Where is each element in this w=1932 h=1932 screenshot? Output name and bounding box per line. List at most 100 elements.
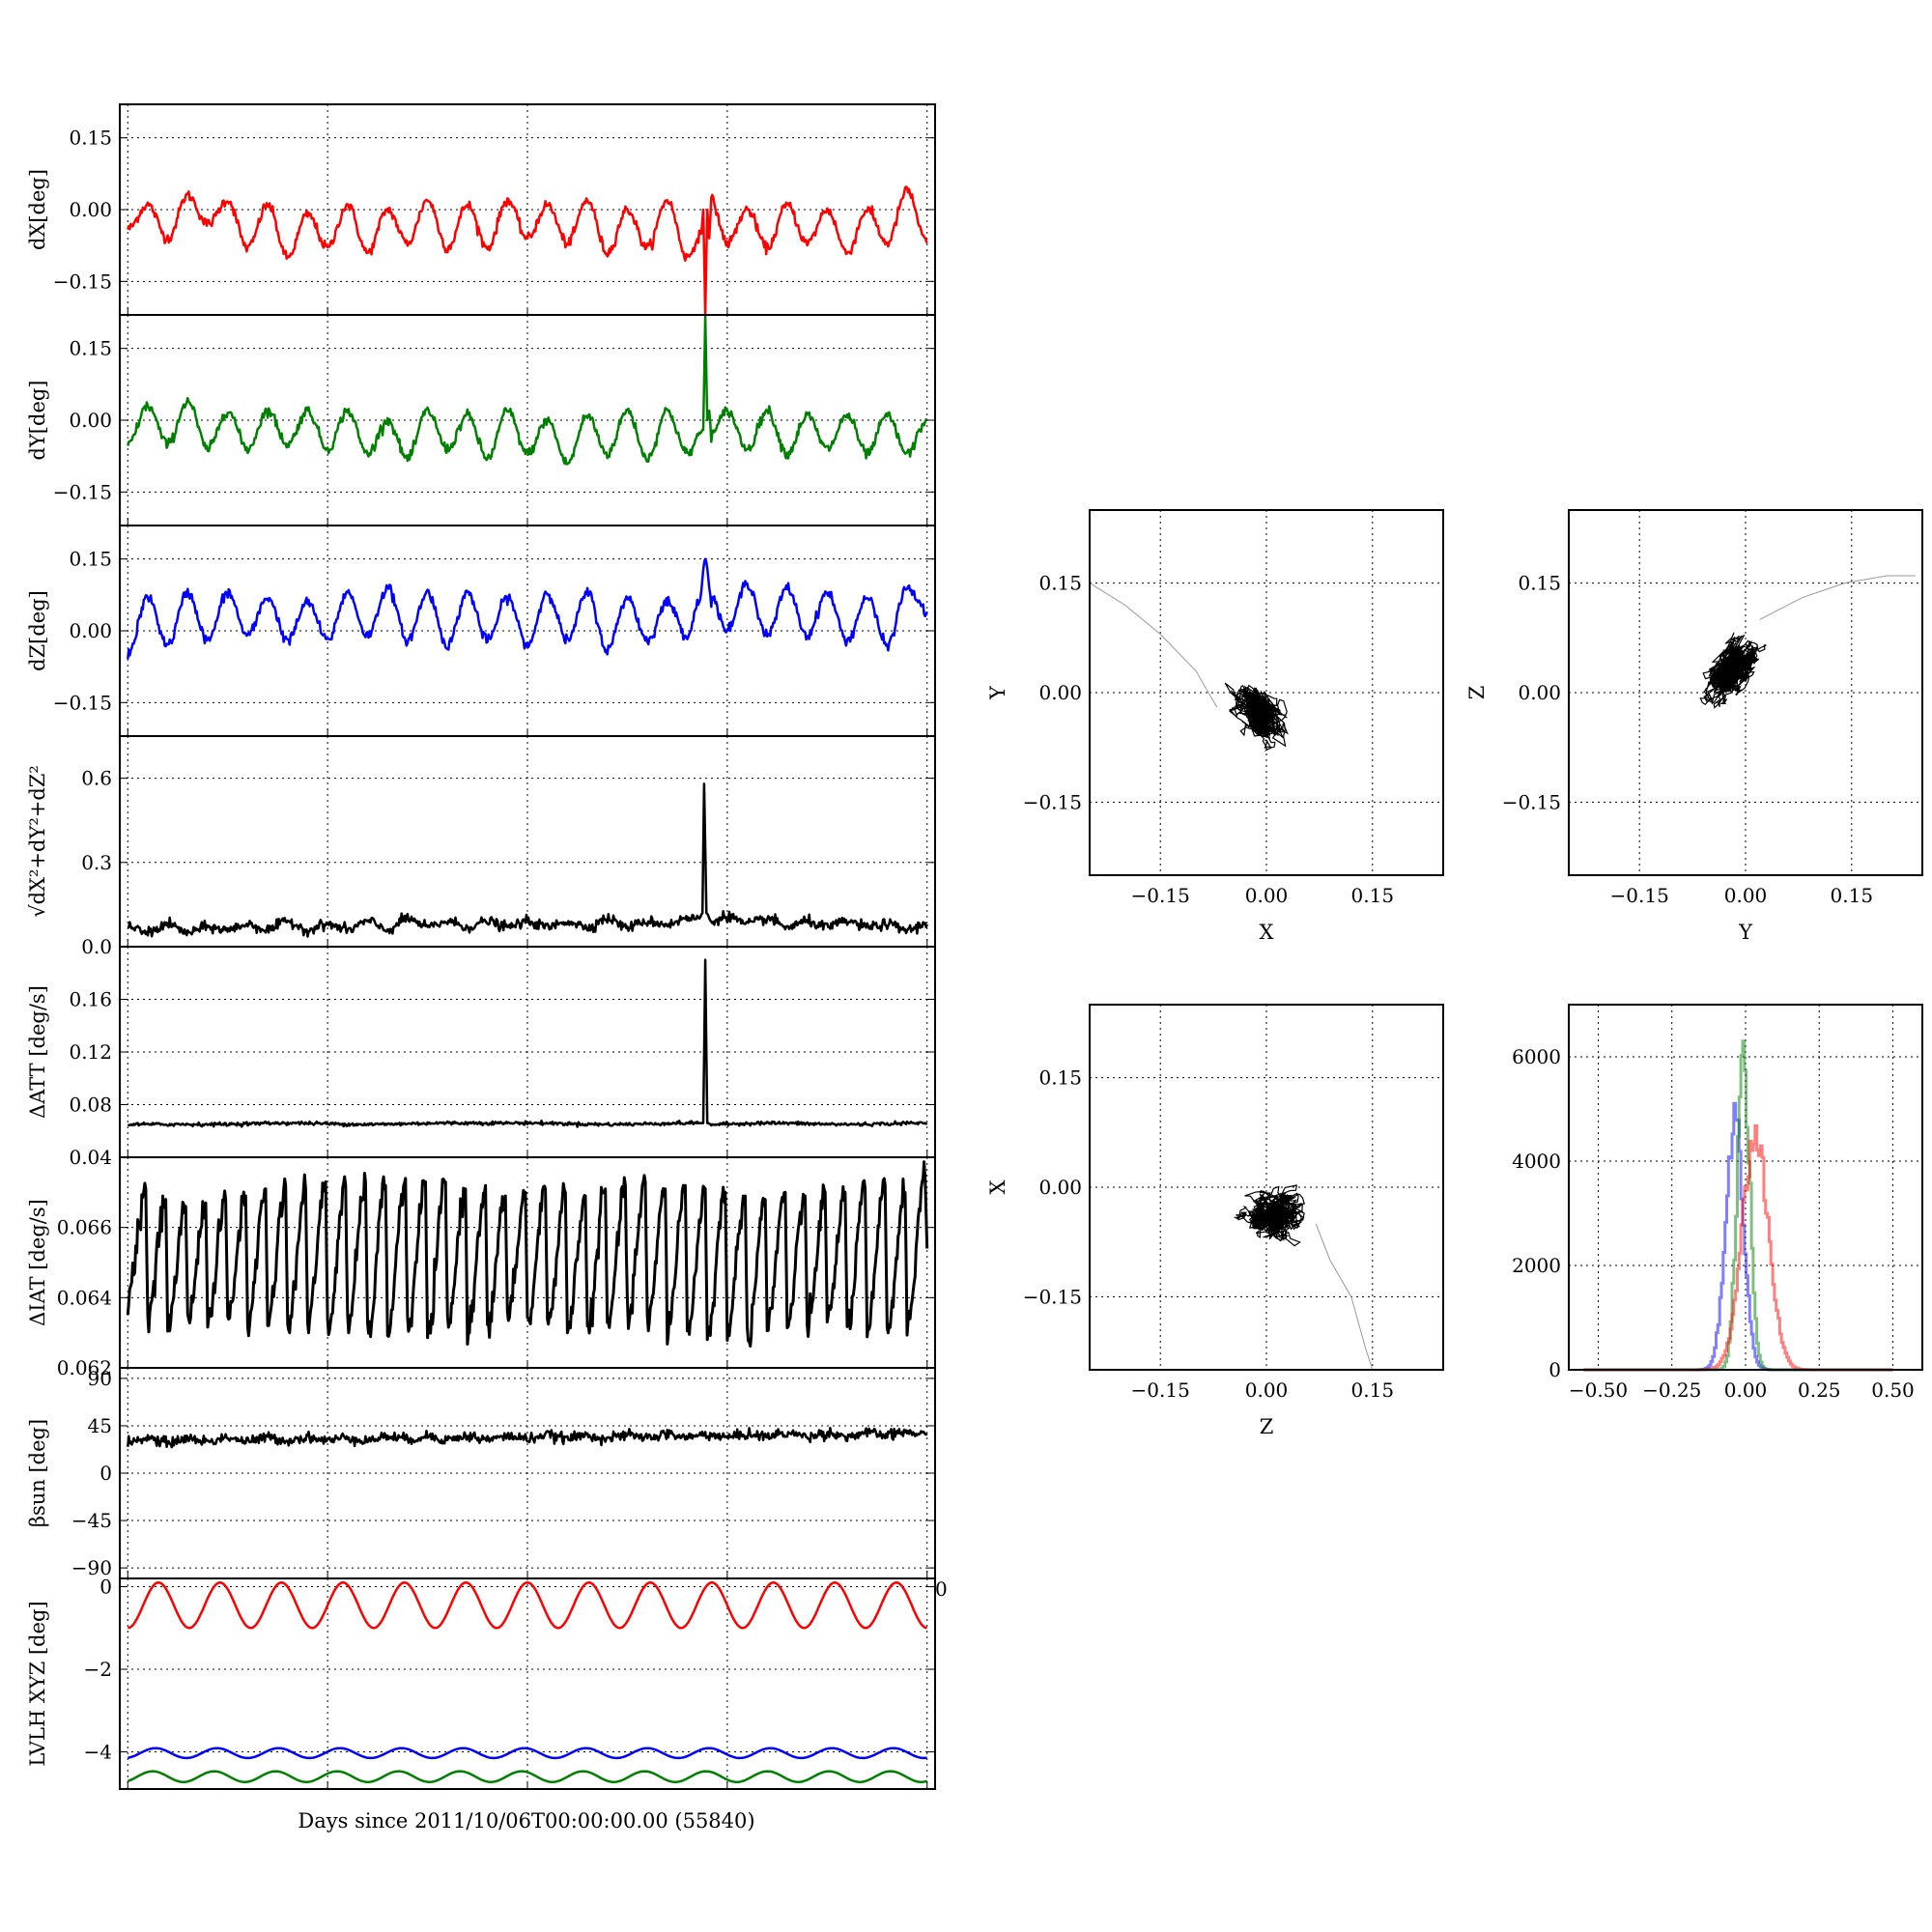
y-axis-label: Z [1465, 686, 1489, 700]
panel-dr: 0.0 0.3 0.6 √dX²+dY²+dZ² [26, 735, 936, 958]
ytick-label: 4000 [1512, 1150, 1561, 1173]
panel-datt: 0.04 0.08 0.12 0.16 ΔATT [deg/s] [26, 946, 936, 1169]
panel-lvlh: −4 −2 0 LVLH XYZ [deg] [26, 1576, 936, 1790]
ytick-label: 0.15 [69, 548, 112, 571]
panel-dy: −0.15 0.00 0.15 dY[deg] [26, 314, 936, 526]
ytick-label: −2 [84, 1658, 112, 1681]
panel-frame [1568, 1004, 1923, 1371]
ytick-label: 0.04 [69, 1146, 112, 1169]
ytick-label: −4 [84, 1741, 112, 1764]
scatter-cloud [1224, 682, 1289, 753]
trail-line [1089, 582, 1218, 708]
xtick-label: 0.15 [1351, 884, 1395, 907]
ytick-label: −0.15 [1502, 790, 1561, 813]
xtick-label: 0.50 [1871, 1378, 1915, 1402]
ytick-label: 0.00 [69, 409, 112, 432]
xtick-label: −0.50 [1569, 1378, 1628, 1402]
ytick-label: 0.6 [81, 767, 112, 790]
ytick-label: −0.15 [53, 480, 112, 503]
x-axis-caption: Days since 2011/10/06T00:00:00.00 (55840… [298, 1809, 754, 1833]
xtick-label: 0.15 [1351, 1378, 1395, 1402]
series-line [127, 557, 928, 660]
ytick-label: 6000 [1512, 1045, 1561, 1068]
xtick-label: −0.25 [1642, 1378, 1701, 1402]
series-line [127, 782, 928, 938]
xtick-label: −0.15 [1131, 1378, 1190, 1402]
ytick-label: 0.15 [1038, 572, 1082, 595]
ytick-label: 0.00 [1518, 681, 1561, 704]
series-line [128, 1581, 927, 1630]
scatter-yz: −0.15 −0.15 0.00 0.00 0.15 0.15 Y Z [1465, 509, 1923, 944]
x-axis-label: X [1260, 921, 1274, 944]
series-line [127, 315, 928, 466]
scatter-zx: −0.15 −0.15 0.00 0.00 0.15 0.15 Z X [986, 1004, 1444, 1438]
ytick-label: 0.00 [69, 198, 112, 221]
ytick-label: 0.00 [1038, 681, 1082, 704]
ytick-label: 0 [99, 1576, 112, 1599]
ytick-label: −45 [71, 1509, 112, 1532]
series-line [126, 1160, 929, 1348]
trail-line [1315, 1223, 1374, 1371]
panel-dx: −0.15 0.00 0.15 dX[deg] [26, 103, 936, 316]
scatter-panels: −0.15 −0.15 0.00 0.00 0.15 0.15 X Y −0.15 −0.15 0.… [986, 509, 1923, 1438]
ytick-label: 0.064 [57, 1286, 112, 1309]
scatter-cloud [1699, 632, 1767, 709]
xtick-label: 0.00 [1724, 1378, 1768, 1402]
y-axis-label: dX[deg] [26, 169, 49, 250]
xtick-label: 0.15 [1831, 884, 1874, 907]
ytick-label: 0.15 [69, 127, 112, 150]
x-axis-label: Y [1738, 921, 1753, 944]
ytick-label: 90 [88, 1367, 112, 1390]
y-axis-label: dZ[deg] [26, 590, 49, 671]
y-axis-label: ΔIAT [deg/s] [26, 1199, 49, 1326]
ytick-label: 0.062 [57, 1356, 112, 1379]
y-axis-label: √dX²+dY²+dZ² [26, 765, 49, 918]
ytick-label: 0.15 [1518, 572, 1561, 595]
ytick-label: 0.15 [1038, 1066, 1082, 1090]
histogram: −0.50 −0.25 0.00 0.25 0.50 0 2000 4000 6000 [1512, 1004, 1923, 1402]
ytick-label: −0.15 [53, 691, 112, 714]
scatter-cloud [1234, 1184, 1305, 1247]
panel-dz: −0.15 0.00 0.15 dZ[deg] [26, 525, 936, 737]
xtick-label: −0.15 [1610, 884, 1669, 907]
ytick-label: 0.00 [69, 619, 112, 642]
panel-frame [1089, 1004, 1444, 1371]
y-axis-label: dY[deg] [26, 380, 49, 460]
trail-line [1759, 575, 1916, 620]
y-axis-label: ΔATT [deg/s] [26, 985, 49, 1119]
stray-tick-zero: 0 [935, 1577, 948, 1601]
xtick-label: 0.25 [1798, 1378, 1841, 1402]
scatter-xy: −0.15 −0.15 0.00 0.00 0.15 0.15 X Y [986, 509, 1444, 944]
panel-frame [1568, 509, 1923, 876]
panel-frame [1089, 509, 1444, 876]
xtick-label: 0.00 [1245, 1378, 1289, 1402]
histogram-step [1583, 1039, 1893, 1372]
panel-beta: −90 −45 0 45 90 βsun [deg] [26, 1367, 936, 1579]
y-axis-label: LVLH XYZ [deg] [26, 1601, 49, 1766]
ytick-label: −90 [71, 1556, 112, 1579]
y-axis-label: X [986, 1179, 1009, 1194]
ytick-label: 45 [88, 1414, 112, 1437]
time-series-panels: −0.150.000.15dX[deg]−0.150.000.15dY[deg]… [26, 103, 936, 1790]
series-line [127, 185, 928, 315]
ytick-label: 0.3 [81, 851, 112, 874]
ytick-label: 0.0 [81, 935, 112, 958]
y-axis-label: Y [986, 685, 1009, 700]
ytick-label: 0.16 [69, 988, 112, 1011]
xtick-label: −0.15 [1131, 884, 1190, 907]
series-line [127, 1770, 927, 1783]
xtick-label: 0.00 [1245, 884, 1289, 907]
ytick-label: 0.12 [69, 1040, 112, 1064]
ytick-label: 0 [99, 1462, 112, 1485]
ytick-label: 0.15 [69, 337, 112, 360]
ytick-label: 0 [1548, 1358, 1561, 1381]
ytick-label: 2000 [1512, 1254, 1561, 1277]
y-axis-label: βsun [deg] [26, 1419, 49, 1527]
ytick-label: −0.15 [1023, 790, 1082, 813]
ytick-label: 0.00 [1038, 1176, 1082, 1199]
panel-diat: 0.062 0.064 0.066 ΔIAT [deg/s] [26, 1156, 936, 1379]
ytick-label: −0.15 [1023, 1285, 1082, 1308]
series-line [128, 1747, 927, 1760]
ytick-label: 0.066 [57, 1216, 112, 1239]
